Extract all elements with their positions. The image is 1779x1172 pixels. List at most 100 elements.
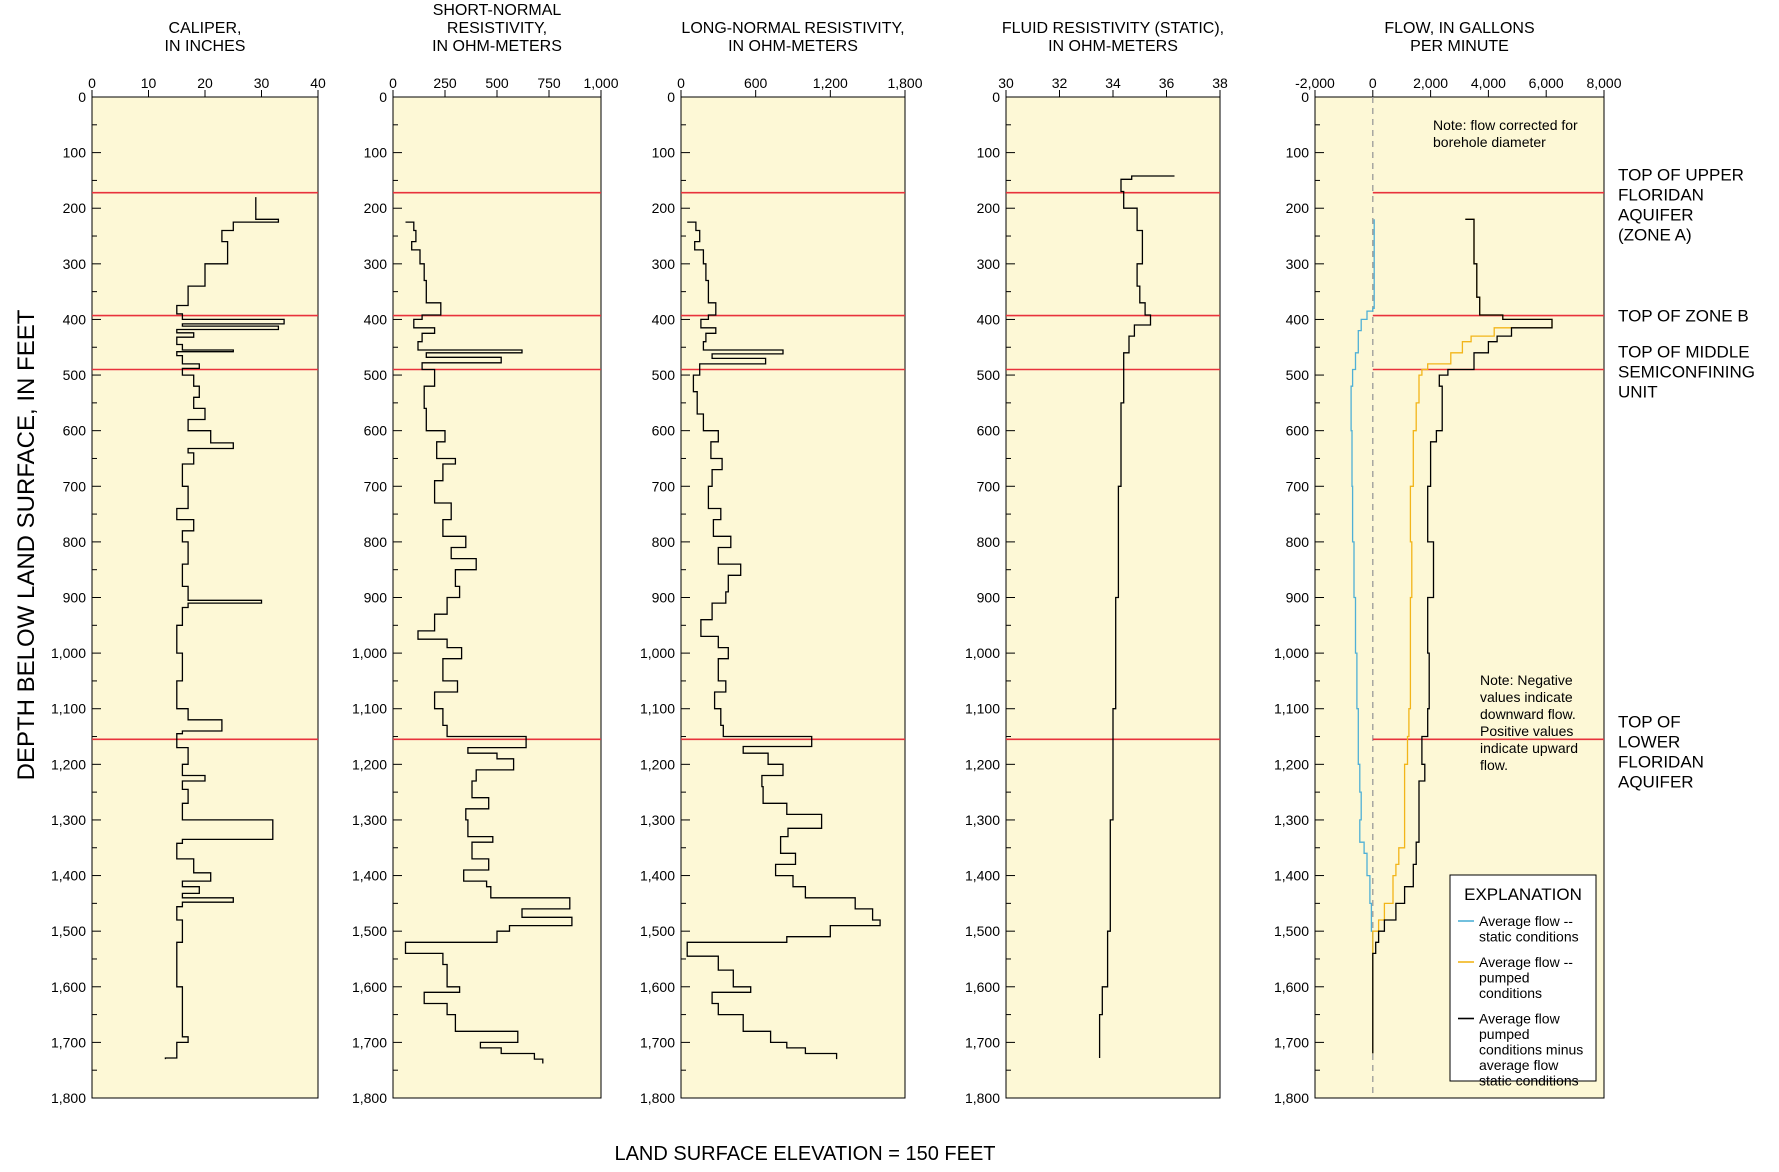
y-tick-label: 1,600: [965, 979, 1000, 995]
x-tick-label: 32: [1052, 75, 1068, 91]
y-tick-label: 1,000: [352, 645, 387, 661]
y-tick-label: 1,600: [51, 979, 86, 995]
legend-entry-line: conditions minus: [1479, 1042, 1583, 1058]
x-tick-label: 500: [485, 75, 509, 91]
y-tick-label: 1,400: [640, 868, 675, 884]
y-tick-label: 800: [1286, 534, 1310, 550]
y-tick-label: 600: [63, 423, 87, 439]
y-tick-label: 100: [1286, 145, 1310, 161]
y-tick-label: 1,700: [51, 1034, 86, 1050]
formation-label-line: FLORIDAN: [1618, 186, 1704, 205]
y-tick-label: 200: [652, 200, 676, 216]
panel-title-line: FLOW, IN GALLONS: [1384, 20, 1534, 37]
log-panel-4: FLUID RESISTIVITY (STATIC),IN OHM-METERS…: [965, 20, 1228, 1106]
x-tick-label: 2,000: [1413, 75, 1448, 91]
panel-title-line: IN INCHES: [165, 38, 246, 55]
panel-title-line: CALIPER,: [169, 20, 242, 37]
y-tick-label: 1,300: [352, 812, 387, 828]
formation-label-line: TOP OF UPPER: [1618, 166, 1744, 185]
y-tick-label: 1,500: [51, 923, 86, 939]
formation-label-line: UNIT: [1618, 382, 1658, 401]
y-tick-label: 1,800: [352, 1090, 387, 1106]
y-tick-label: 0: [78, 89, 86, 105]
y-tick-label: 100: [364, 145, 388, 161]
y-tick-label: 400: [63, 311, 87, 327]
x-tick-label: -2,000: [1295, 75, 1335, 91]
y-tick-label: 500: [63, 367, 87, 383]
legend-entry-line: average flow: [1479, 1057, 1559, 1073]
x-tick-label: 40: [310, 75, 326, 91]
x-tick-label: 1,000: [583, 75, 618, 91]
legend-entry-line: pumped: [1479, 1026, 1530, 1042]
series-trace-1: [164, 197, 285, 1060]
y-tick-label: 900: [652, 590, 676, 606]
x-tick-label: 0: [677, 75, 685, 91]
y-tick-label: 1,400: [51, 868, 86, 884]
y-tick-label: 1,500: [1274, 923, 1309, 939]
y-tick-label: 1,300: [51, 812, 86, 828]
x-tick-label: 750: [537, 75, 561, 91]
y-tick-label: 600: [364, 423, 388, 439]
panel-frame: [392, 96, 602, 1099]
formation-label-line: AQUIFER: [1618, 772, 1694, 791]
series-trace-1: [686, 221, 881, 1060]
y-tick-label: 1,600: [1274, 979, 1309, 995]
y-tick-label: 400: [364, 311, 388, 327]
y-tick-label: 700: [977, 478, 1001, 494]
y-tick-label: 1,800: [1274, 1090, 1309, 1106]
formation-label-line: LOWER: [1618, 732, 1680, 751]
y-tick-label: 1,400: [965, 868, 1000, 884]
x-tick-label: 1,800: [887, 75, 922, 91]
y-tick-label: 500: [652, 367, 676, 383]
y-tick-label: 1,700: [640, 1034, 675, 1050]
y-tick-label: 1,100: [965, 701, 1000, 717]
y-tick-label: 1,800: [640, 1090, 675, 1106]
land-surface-elevation-note: LAND SURFACE ELEVATION = 150 FEET: [614, 1143, 995, 1165]
panel-frame: [1005, 96, 1221, 1099]
x-tick-label: 250: [433, 75, 457, 91]
y-tick-label: 1,500: [965, 923, 1000, 939]
x-tick-label: 6,000: [1529, 75, 1564, 91]
panel-note-line: borehole diameter: [1433, 134, 1546, 150]
legend-title: EXPLANATION: [1464, 885, 1582, 904]
formation-label-line: FLORIDAN: [1618, 752, 1704, 771]
y-tick-label: 1,200: [51, 756, 86, 772]
y-tick-label: 1,600: [352, 979, 387, 995]
series-trace-1: [1098, 175, 1175, 1058]
y-tick-label: 1,400: [1274, 868, 1309, 884]
y-tick-label: 500: [1286, 367, 1310, 383]
y-tick-label: 1,200: [640, 756, 675, 772]
y-tick-label: 400: [977, 311, 1001, 327]
y-tick-label: 200: [63, 200, 87, 216]
y-tick-label: 100: [977, 145, 1001, 161]
panel-note-line: Positive values: [1480, 723, 1573, 739]
y-tick-label: 300: [652, 256, 676, 272]
y-tick-label: 1,000: [640, 645, 675, 661]
y-tick-label: 1,300: [1274, 812, 1309, 828]
y-tick-label: 200: [1286, 200, 1310, 216]
x-tick-label: 0: [389, 75, 397, 91]
legend-entry-line: pumped: [1479, 970, 1530, 986]
y-tick-label: 300: [364, 256, 388, 272]
x-tick-label: 0: [88, 75, 96, 91]
y-tick-label: 1,000: [965, 645, 1000, 661]
y-tick-label: 1,800: [51, 1090, 86, 1106]
x-tick-label: 30: [998, 75, 1014, 91]
y-tick-label: 1,300: [965, 812, 1000, 828]
x-tick-label: 1,200: [813, 75, 848, 91]
panel-note-line: flow.: [1480, 757, 1508, 773]
y-tick-label: 700: [364, 478, 388, 494]
y-tick-label: 0: [379, 89, 387, 105]
y-tick-label: 0: [1301, 89, 1309, 105]
panel-note-line: Note: Negative: [1480, 672, 1573, 688]
panel-title-line: IN OHM-METERS: [1048, 38, 1178, 55]
panel-note-line: downward flow.: [1480, 706, 1576, 722]
y-tick-label: 1,500: [352, 923, 387, 939]
panel-title-line: SHORT-NORMAL: [433, 2, 562, 19]
panel-note-line: Note: flow corrected for: [1433, 117, 1578, 133]
panel-title-line: RESISTIVITY,: [447, 20, 547, 37]
formation-label-line: TOP OF: [1618, 712, 1681, 731]
y-tick-label: 1,100: [51, 701, 86, 717]
